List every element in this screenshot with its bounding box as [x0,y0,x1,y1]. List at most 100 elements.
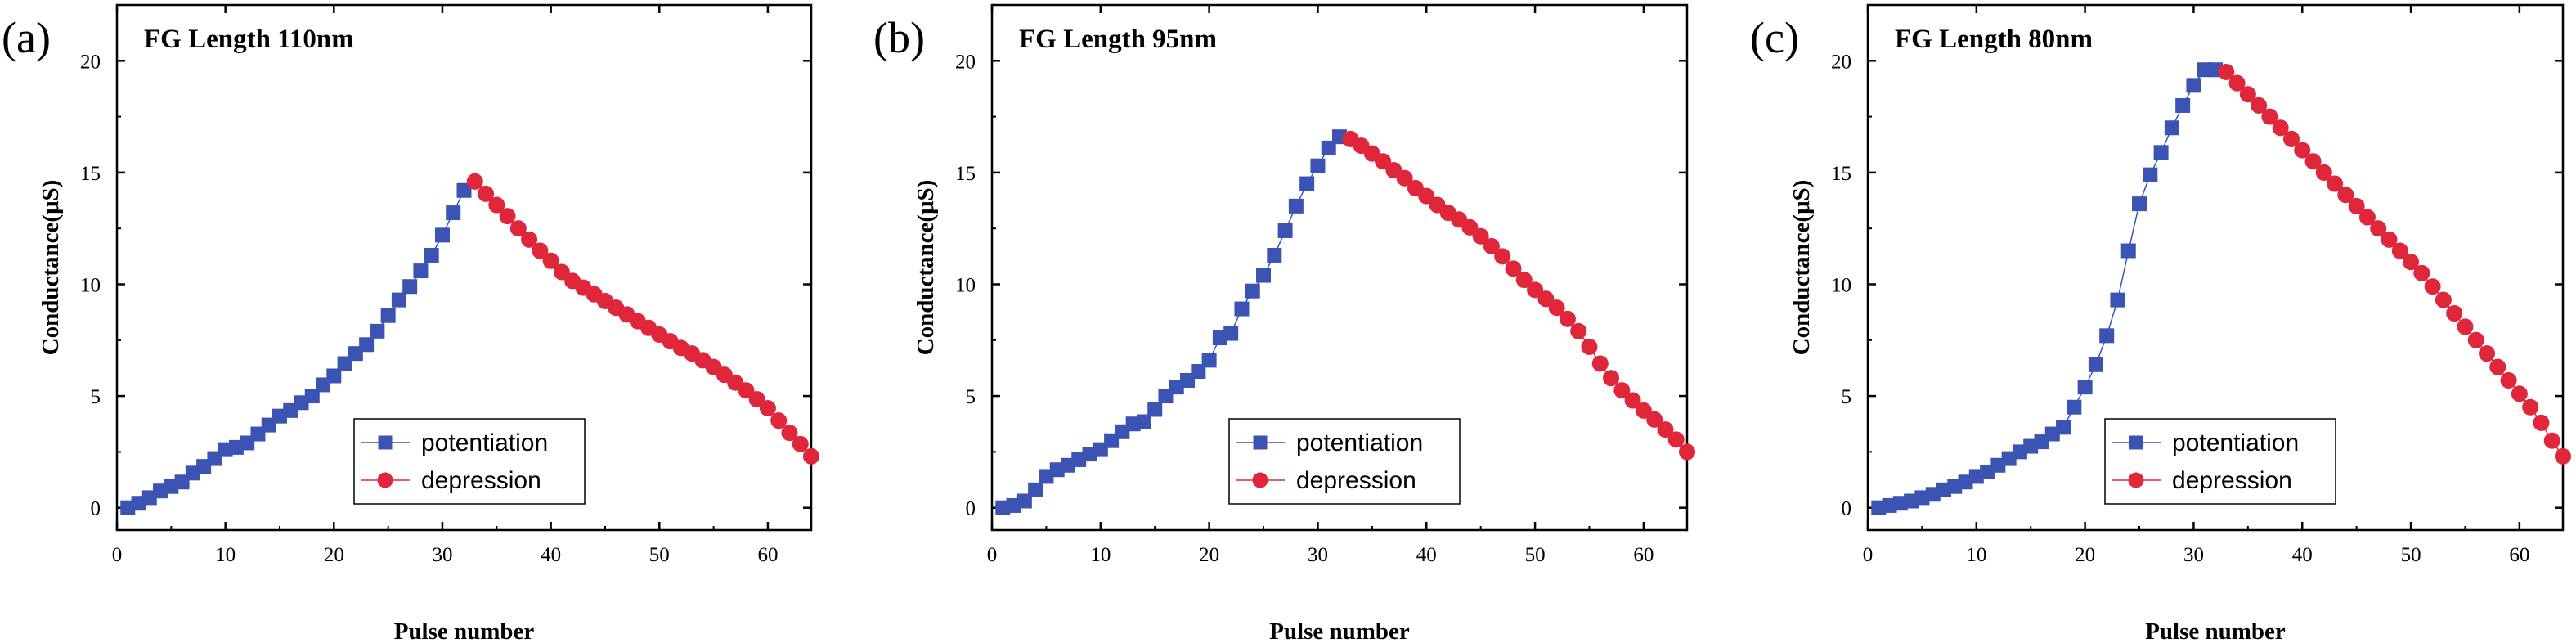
depression-point [1527,281,1544,299]
depression-point [2522,398,2539,416]
x-axis-title: Pulse number [394,618,535,643]
depression-point [2251,97,2268,114]
depression-point [1515,272,1533,289]
depression-point [2337,187,2354,204]
panel-letter: (b) [873,13,925,62]
y-axis-title: Conductance(μS) [913,180,939,356]
depression-point [2446,305,2463,322]
depression-point [1396,169,1413,187]
potentiation-point [2067,399,2082,415]
potentiation-point [250,426,266,442]
y-axis-title: Conductance(μS) [1788,180,1815,356]
depression-point [2304,153,2322,170]
potentiation-point [337,356,352,371]
depression-point [2358,209,2376,226]
depression-point [2533,414,2550,431]
depression-point [1494,248,1511,265]
depression-point [2294,142,2311,159]
potentiation-point [413,263,429,279]
depression-point [2489,358,2506,375]
depression-point [759,400,776,417]
legend-label-potentiation: potentiation [2172,429,2299,456]
potentiation-point [402,279,418,295]
depression-point [770,412,788,429]
x-tick-label: 50 [2401,544,2421,566]
potentiation-point [2077,380,2093,395]
legend-label-potentiation: potentiation [421,429,548,456]
legend: potentiation depression [1228,418,1461,505]
legend-marker-square [2129,435,2143,450]
x-tick-label: 30 [432,544,452,566]
depression-point [1591,355,1609,372]
depression-point [738,382,755,399]
potentiation-point [316,377,331,393]
x-tick-label: 30 [2183,544,2204,566]
y-tick-label: 15 [1831,163,1851,185]
depression-point [1581,338,1598,355]
depression-point [2435,291,2452,308]
y-tick-label: 5 [966,386,976,408]
panel-2: 0 10 20 30 40 50 60 0 5 10 15 20 Pulse number Conduct… [873,3,1695,643]
potentiation-point [283,402,298,418]
potentiation-point [2132,196,2147,212]
depression-point [781,425,798,442]
x-tick-label: 50 [1525,544,1546,566]
plot-frame [990,3,1689,532]
x-tick-label: 40 [2292,544,2313,566]
depression-point [1613,382,1631,399]
depression-point [1603,370,1620,387]
depression-point [2370,220,2387,237]
y-tick-label: 20 [1831,51,1851,73]
legend: potentiation depression [353,418,586,505]
potentiation-point [326,368,342,384]
potentiation-point [1310,158,1326,173]
depression-point [2479,345,2496,362]
depression-point [2261,108,2278,125]
x-tick-label: 50 [649,544,670,566]
depression-point [2327,175,2344,192]
x-tick-label: 20 [2075,544,2095,566]
depression-point [1548,299,1565,317]
depression-point [1559,310,1576,327]
y-tick-label: 20 [955,51,976,73]
legend-label-depression: depression [1296,467,1416,494]
potentiation-point [456,182,472,198]
depression-point [1570,322,1587,339]
potentiation-point [2056,420,2071,435]
depression-point [803,447,819,465]
depression-point [1646,411,1663,428]
y-axis-title: Conductance(μS) [38,180,64,356]
panel-letter: (c) [1750,13,1799,62]
legend-box [2104,418,2336,505]
depression-point [1667,431,1685,448]
x-tick-label: 10 [215,544,236,566]
depression-point [1483,238,1500,255]
x-tick-label: 60 [757,544,778,566]
x-tick-label: 20 [324,544,344,566]
potentiation-point [424,247,439,263]
potentiation-point [261,417,276,433]
depression-point [2381,231,2398,248]
depression-point [2315,164,2332,181]
potentiation-point [434,227,450,243]
legend: potentiation depression [2104,418,2336,505]
potentiation-point [2120,243,2136,259]
x-axis-title: Pulse number [1269,618,1410,643]
x-tick-label: 20 [1199,544,1219,566]
x-tick-label: 30 [1308,544,1328,566]
y-tick-label: 0 [1842,498,1852,520]
x-tick-label: 40 [541,544,561,566]
potentiation-point [391,292,406,308]
depression-point [1505,260,1522,277]
potentiation-point [1245,283,1260,299]
depression-point [2239,86,2256,103]
potentiation-point [1201,353,1217,368]
x-tick-label: 40 [1416,544,1437,566]
depression-point [792,435,809,452]
depression-point [2413,264,2430,281]
panel-title: FG Length 95nm [1019,25,1217,54]
y-tick-label: 15 [955,163,976,185]
depression-point [2511,385,2528,402]
depression-point [2424,278,2441,295]
